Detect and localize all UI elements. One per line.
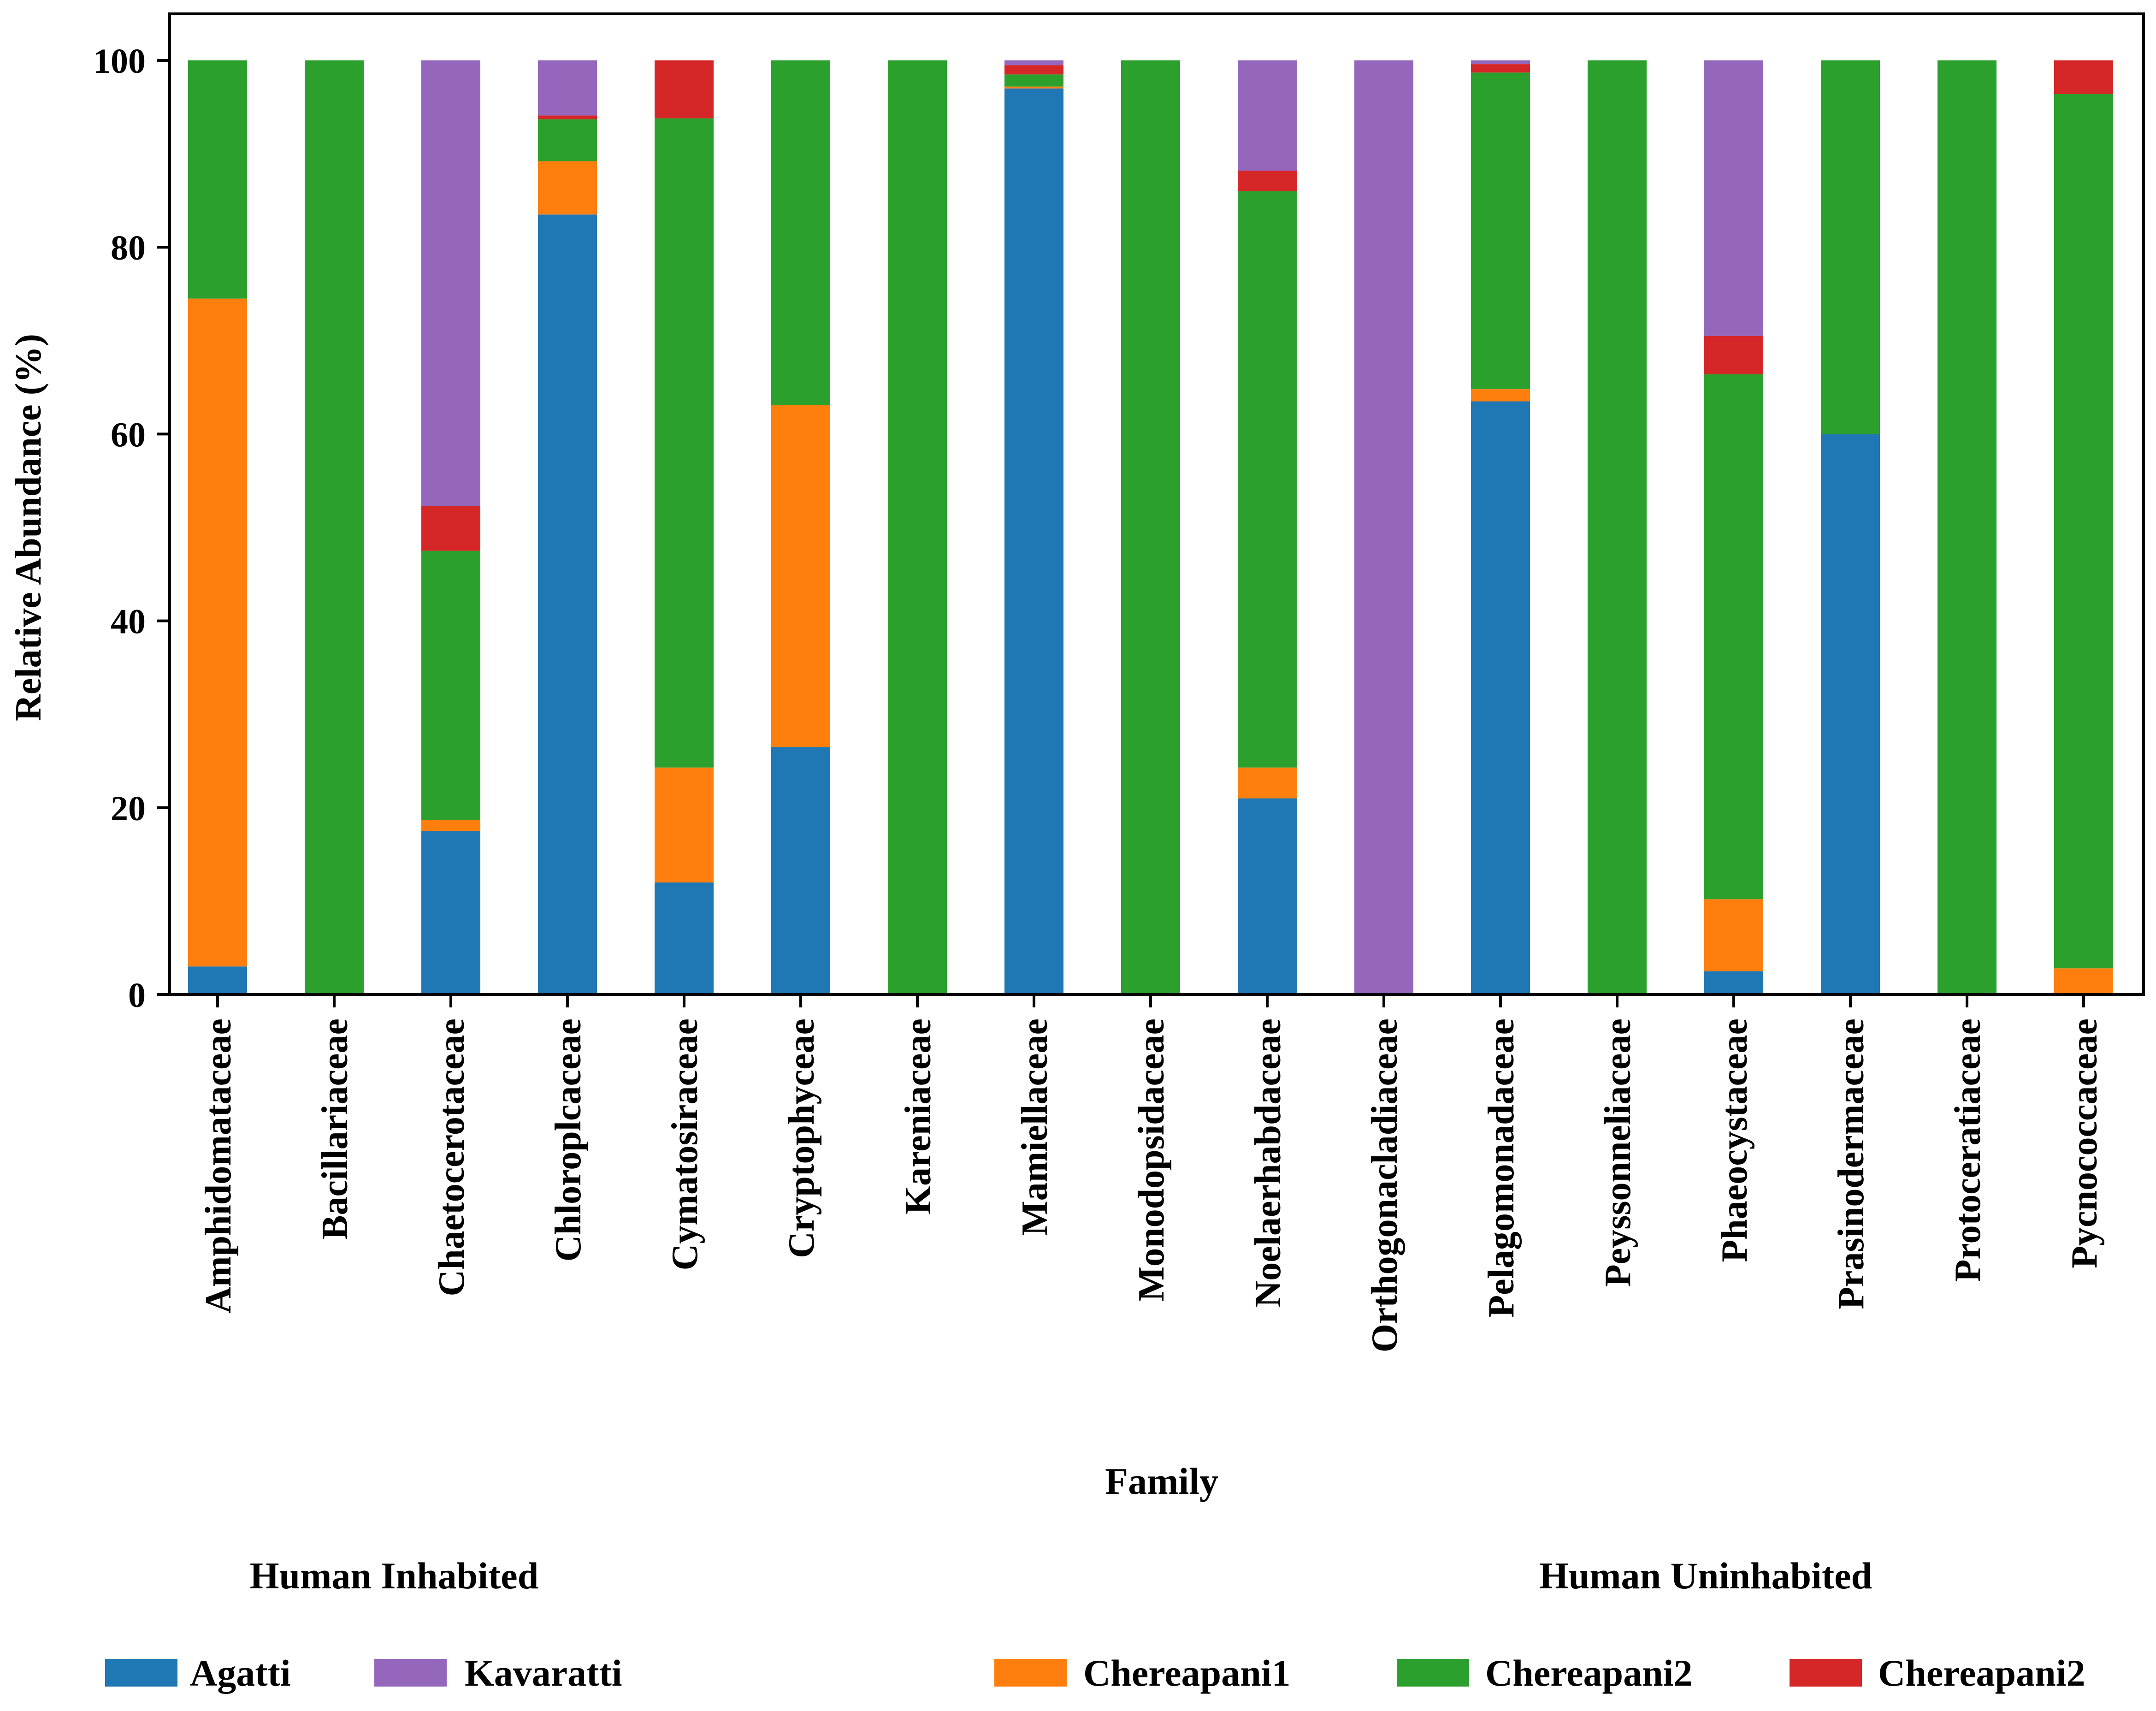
x-tick-label: Monodopsidaceae bbox=[1131, 1018, 1172, 1301]
x-tick-label: Pelagomonadaceae bbox=[1481, 1018, 1522, 1318]
bar-segment-kavaratti-4-mamiellaceae bbox=[1004, 60, 1063, 65]
bar-segment-agatti-0-noelaerhabdaceae bbox=[1238, 798, 1297, 995]
x-tick-label: Orthogonacladiaceae bbox=[1364, 1018, 1405, 1352]
bar-segment-chereapani2-2-pycnococcaceae bbox=[2054, 94, 2113, 969]
y-tick-label: 100 bbox=[93, 42, 146, 81]
x-tick-label: Cryptophyceae bbox=[781, 1018, 822, 1258]
bar-segment-agatti-0-amphidomataceae bbox=[188, 966, 247, 995]
y-tick-label: 80 bbox=[111, 229, 146, 267]
legend-group-title: Human Inhabited bbox=[250, 1555, 539, 1597]
bar-segment-agatti-0-phaeocystaceae bbox=[1704, 971, 1763, 995]
bar-segment-kavaratti-4-pelagomonadaceae bbox=[1471, 60, 1530, 65]
bar-segment-chereapani2-2-bacillariaceae bbox=[305, 60, 364, 995]
bar-segment-chereapani1-1-cymatosiraceae bbox=[655, 767, 714, 882]
bar-segment-chereapani1-1-pycnococcaceae bbox=[2054, 968, 2113, 995]
bar-segment-chereapani2-2-chloroplcaceae bbox=[538, 119, 597, 161]
bar-segment-chereapani2-3-cymatosiraceae bbox=[655, 60, 714, 118]
x-tick-label: Prasinodermaceae bbox=[1831, 1018, 1872, 1309]
legend: Human Inhabited Agatti Kavaratti Human Unin… bbox=[105, 1555, 2085, 1694]
bar-segment-chereapani2-2-phaeocystaceae bbox=[1704, 374, 1763, 900]
y-tick-label: 60 bbox=[111, 415, 146, 454]
x-axis: Amphidomataceae Bacillariaceae Chaetocerot… bbox=[198, 995, 2105, 1352]
legend-label: Chereapani2 bbox=[1485, 1652, 1693, 1694]
bar-segment-chereapani1-1-chloroplcaceae bbox=[538, 161, 597, 215]
bar-segment-agatti-0-pelagomonadaceae bbox=[1471, 401, 1530, 995]
bar-segment-agatti-0-mamiellaceae bbox=[1004, 88, 1063, 995]
bar-segment-chereapani2-2-amphidomataceae bbox=[188, 60, 247, 299]
bar-segment-chereapani1-1-amphidomataceae bbox=[188, 298, 247, 967]
legend-label: Agatti bbox=[190, 1652, 291, 1694]
bar-segment-agatti-0-chaetocerotaceae bbox=[421, 831, 480, 995]
x-tick-label: Cymatosiraceae bbox=[665, 1018, 705, 1270]
y-axis: 0 20 40 60 80 100 bbox=[93, 42, 170, 1015]
plot-frame bbox=[168, 12, 2145, 996]
bar-segment-chereapani2-2-pelagomonadaceae bbox=[1471, 72, 1530, 390]
bar-segment-kavaratti-4-phaeocystaceae bbox=[1704, 60, 1763, 336]
bar-segment-chereapani1-1-cryptophyceae bbox=[771, 405, 830, 747]
bar-segment-chereapani2-3-chloroplcaceae bbox=[538, 115, 597, 119]
legend-swatch-chereapani2 bbox=[1397, 1659, 1469, 1687]
bar-segment-chereapani1-1-noelaerhabdaceae bbox=[1238, 767, 1297, 799]
bar-segment-chereapani1-1-phaeocystaceae bbox=[1704, 899, 1763, 971]
bar-segment-chereapani2-2-cymatosiraceae bbox=[655, 118, 714, 768]
bar-segment-chereapani2-3-noelaerhabdaceae bbox=[1238, 171, 1297, 191]
bar-segment-chereapani2-2-chaetocerotaceae bbox=[421, 551, 480, 820]
bar-segment-chereapani2-2-protoceratiaceae bbox=[1937, 60, 1997, 995]
bar-segment-chereapani2-3-chaetocerotaceae bbox=[421, 506, 480, 551]
bar-segment-chereapani2-2-peyssonneliaceae bbox=[1588, 60, 1647, 995]
legend-label: Kavaratti bbox=[465, 1652, 622, 1694]
x-axis-label: Family bbox=[1105, 1460, 1218, 1502]
bar-segment-kavaratti-4-chaetocerotaceae bbox=[421, 60, 480, 506]
bar-segment-chereapani2-3-phaeocystaceae bbox=[1704, 336, 1763, 374]
bar-segment-chereapani2-2-prasinodermaceae bbox=[1821, 60, 1880, 434]
y-tick-label: 40 bbox=[111, 603, 146, 641]
legend-label: Chereapani1 bbox=[1083, 1652, 1291, 1694]
y-axis-label: Relative Abundance (%) bbox=[8, 334, 49, 721]
x-tick-label: Chloroplcaceae bbox=[548, 1018, 589, 1261]
bar-segment-kavaratti-4-chloroplcaceae bbox=[538, 60, 597, 116]
bars-layer bbox=[188, 60, 2113, 995]
x-tick-label: Kareniaceae bbox=[898, 1018, 939, 1214]
bar-segment-chereapani2-3-pycnococcaceae bbox=[2054, 60, 2113, 94]
x-tick-label: Mamiellaceae bbox=[1015, 1018, 1055, 1236]
bar-segment-agatti-0-prasinodermaceae bbox=[1821, 434, 1880, 995]
x-tick-label: Pycnococcaceae bbox=[2064, 1018, 2105, 1268]
legend-swatch-kavaratti bbox=[374, 1659, 447, 1687]
x-tick-label: Noelaerhabdaceae bbox=[1248, 1018, 1288, 1308]
bar-segment-kavaratti-4-orthogonacladiaceae bbox=[1354, 60, 1413, 995]
bar-segment-chereapani2-3-pelagomonadaceae bbox=[1471, 64, 1530, 73]
legend-group-title: Human Uninhabited bbox=[1539, 1555, 1872, 1597]
bar-segment-chereapani1-1-mamiellaceae bbox=[1004, 86, 1063, 89]
bar-segment-chereapani2-2-kareniaceae bbox=[888, 60, 947, 995]
bar-segment-agatti-0-chloroplcaceae bbox=[538, 214, 597, 995]
x-tick-label: Phaeocystaceae bbox=[1714, 1018, 1755, 1262]
x-tick-label: Protoceratiaceae bbox=[1948, 1018, 1988, 1282]
bar-segment-chereapani1-1-pelagomonadaceae bbox=[1471, 389, 1530, 402]
bar-segment-chereapani2-2-mamiellaceae bbox=[1004, 74, 1063, 87]
x-tick-label: Amphidomataceae bbox=[198, 1018, 239, 1314]
legend-swatch-chereapani2 bbox=[1790, 1659, 1862, 1687]
x-tick-label: Peyssonneliaceae bbox=[1598, 1018, 1638, 1287]
bar-segment-chereapani2-3-mamiellaceae bbox=[1004, 65, 1063, 75]
x-tick-label: Bacillariaceae bbox=[315, 1018, 355, 1240]
legend-label: Chereapani2 bbox=[1878, 1652, 2085, 1694]
legend-swatch-agatti bbox=[105, 1659, 177, 1687]
bar-segment-agatti-0-cryptophyceae bbox=[771, 747, 830, 995]
bar-segment-chereapani2-2-noelaerhabdaceae bbox=[1238, 191, 1297, 768]
bar-segment-agatti-0-cymatosiraceae bbox=[655, 882, 714, 995]
y-tick-label: 0 bbox=[128, 976, 146, 1015]
bar-segment-chereapani1-1-chaetocerotaceae bbox=[421, 820, 480, 831]
x-tick-label: Chaetocerotaceae bbox=[431, 1018, 472, 1297]
bar-segment-chereapani2-2-cryptophyceae bbox=[771, 60, 830, 405]
bar-segment-kavaratti-4-noelaerhabdaceae bbox=[1238, 60, 1297, 171]
legend-swatch-chereapani1 bbox=[994, 1659, 1067, 1687]
bar-segment-chereapani2-2-monodopsidaceae bbox=[1121, 60, 1180, 995]
y-tick-label: 20 bbox=[111, 789, 146, 828]
